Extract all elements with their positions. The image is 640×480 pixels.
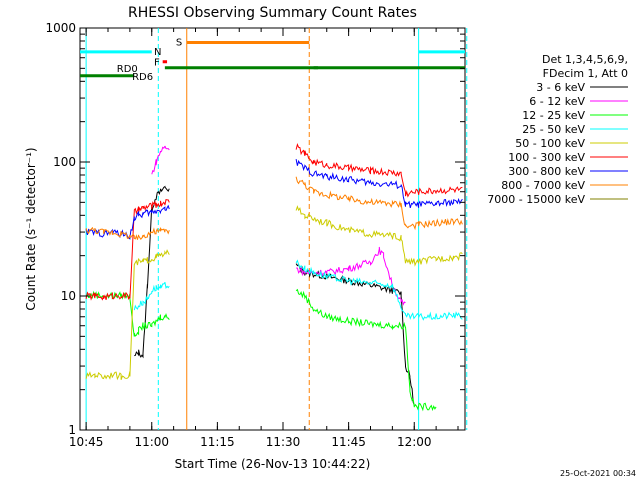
legend-entry-label: 7000 - 15000 keV	[487, 193, 585, 206]
legend-entry-label: 50 - 100 keV	[515, 137, 585, 150]
series-line	[295, 288, 437, 412]
y-axis-label: Count Rate (s⁻¹ detector⁻¹)	[24, 147, 38, 310]
series-line	[295, 176, 463, 231]
x-tick-label: 12:00	[397, 435, 432, 449]
legend-entry-label: 25 - 50 keV	[522, 123, 585, 136]
legend-entry-label: 12 - 25 keV	[522, 109, 585, 122]
x-tick-label: 11:30	[266, 435, 301, 449]
series-line	[295, 263, 415, 406]
series-line	[295, 159, 463, 209]
y-tick-label: 100	[53, 155, 76, 169]
legend-header: FDecim 1, Att 0	[543, 67, 628, 80]
x-axis-label: Start Time (26-Nov-13 10:44:22)	[175, 457, 371, 471]
legend-entry-label: 3 - 6 keV	[536, 81, 585, 94]
series-line	[295, 205, 463, 267]
series-line	[296, 246, 406, 306]
y-tick-label: 1000	[45, 21, 76, 35]
x-tick-label: 11:45	[331, 435, 366, 449]
flag-label-s: S	[176, 37, 182, 48]
series-line	[151, 145, 170, 175]
x-tick-label: 10:45	[69, 435, 104, 449]
legend-entry-label: 6 - 12 keV	[529, 95, 585, 108]
y-tick-label: 1	[68, 423, 76, 437]
x-tick-label: 11:00	[134, 435, 169, 449]
legend-entry-label: 300 - 800 keV	[508, 165, 585, 178]
timestamp: 25-Oct-2021 00:34	[560, 469, 636, 478]
legend-entry-label: 800 - 7000 keV	[501, 179, 585, 192]
series-line	[295, 142, 463, 198]
flag-label-rd6: RD6	[132, 72, 153, 83]
legend-header: Det 1,3,4,5,6,9,	[542, 53, 628, 66]
series-line	[85, 198, 170, 301]
flag-label-n: N	[154, 47, 161, 58]
series-line	[85, 204, 170, 240]
series-line	[133, 282, 170, 311]
series-line	[295, 259, 463, 321]
chart-title: RHESSI Observing Summary Count Rates	[128, 5, 417, 21]
series-line	[85, 290, 170, 337]
flag-label-f: F	[154, 58, 160, 69]
series-line	[85, 249, 170, 381]
legend-entry-label: 100 - 300 keV	[508, 151, 585, 164]
flag-label-rd0: RD0	[117, 64, 138, 75]
series-line	[85, 226, 170, 241]
plot-frame	[79, 27, 466, 431]
y-tick-label: 10	[61, 289, 76, 303]
x-tick-label: 11:15	[200, 435, 235, 449]
